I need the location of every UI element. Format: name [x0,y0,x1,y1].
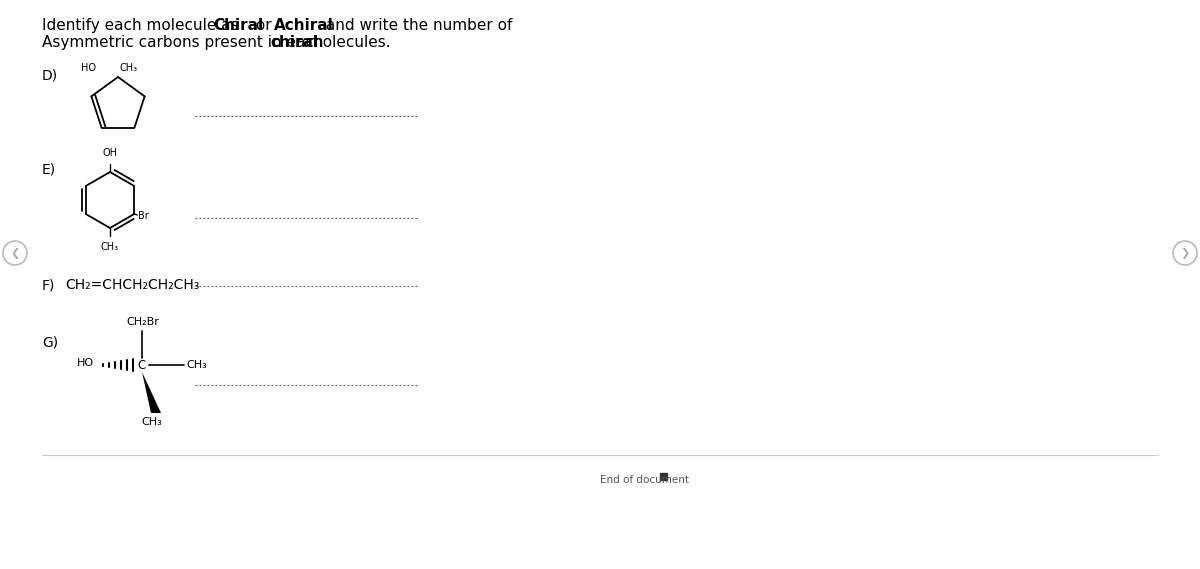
Text: Asymmetric carbons present in each: Asymmetric carbons present in each [42,35,329,50]
Text: and write the number of: and write the number of [322,18,512,33]
Text: molecules.: molecules. [302,35,391,50]
Text: ❯: ❯ [1181,248,1189,258]
Text: F): F) [42,278,55,292]
Text: CH₂=CHCH₂CH₂CH₃: CH₂=CHCH₂CH₂CH₃ [65,278,199,292]
Text: C: C [138,358,146,372]
Text: OH: OH [102,148,118,158]
Text: End of document: End of document [600,475,689,485]
Text: CH₃: CH₃ [186,360,206,370]
Text: G): G) [42,335,58,349]
Text: CH₂Br: CH₂Br [126,317,160,327]
Text: CH₃: CH₃ [101,242,119,252]
Text: E): E) [42,162,56,176]
Text: CH₃: CH₃ [142,417,162,427]
Text: Identify each molecule as: Identify each molecule as [42,18,244,33]
Text: Br: Br [138,211,149,221]
Polygon shape [142,372,161,413]
Text: or: or [251,18,276,33]
Text: HO: HO [82,63,96,73]
Text: Chiral: Chiral [214,18,263,33]
Text: ❮: ❮ [11,248,19,258]
Text: HO: HO [77,358,94,368]
Text: chiral: chiral [270,35,318,50]
Text: Achiral: Achiral [274,18,334,33]
Text: CH₃: CH₃ [120,63,138,73]
FancyBboxPatch shape [660,473,667,480]
Text: D): D) [42,68,58,82]
